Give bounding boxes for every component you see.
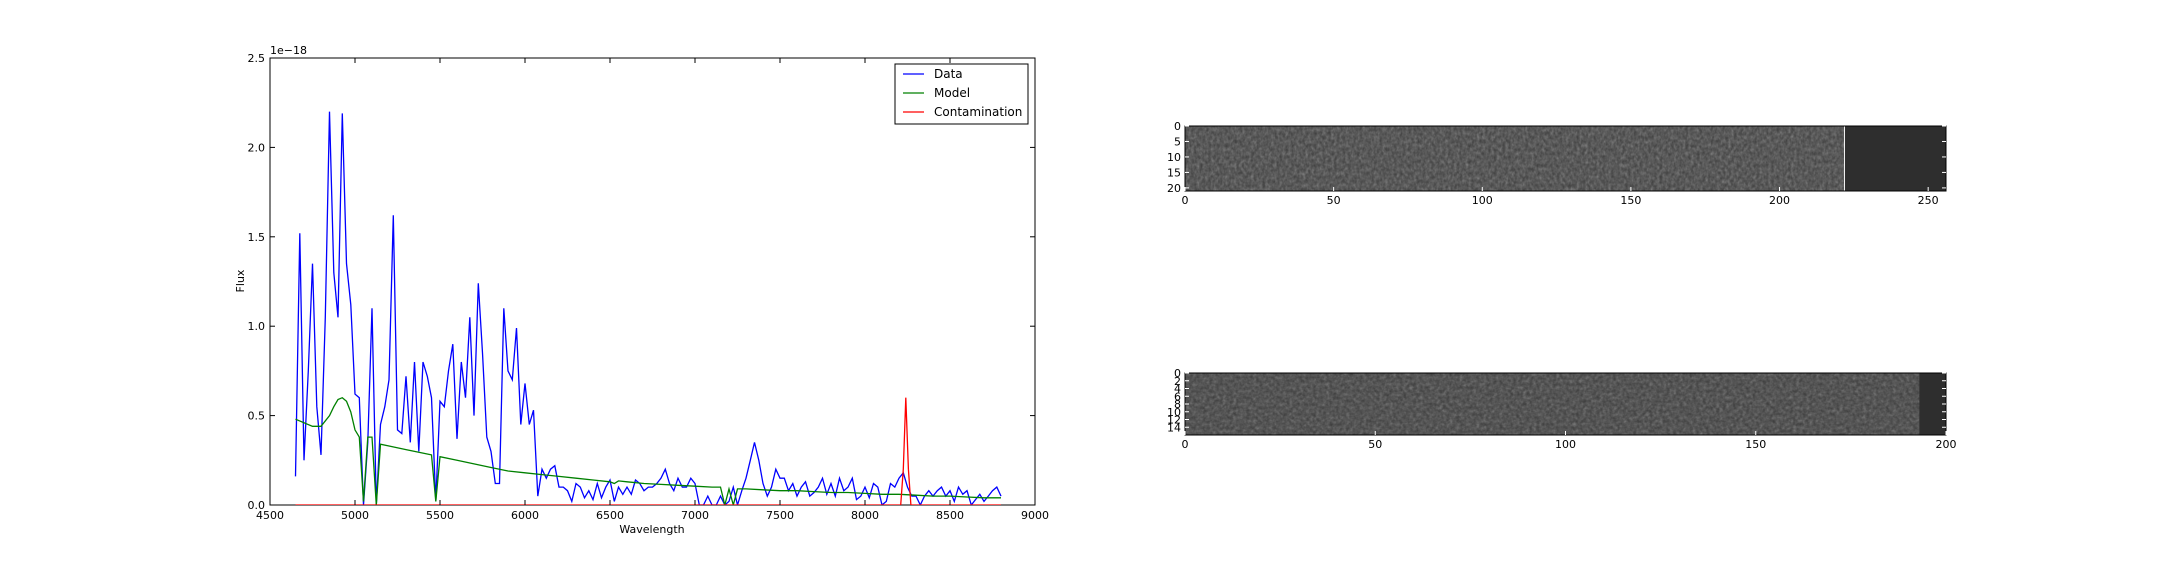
image-y-tick-label: 5 bbox=[1174, 135, 1181, 148]
image-1-masked-region bbox=[1844, 126, 1946, 191]
image-x-tick-label: 0 bbox=[1182, 194, 1189, 207]
series-line-contamination bbox=[295, 397, 1001, 505]
series-line-model bbox=[295, 396, 1001, 505]
spectrum-ticks: 4500 5000 5500 6000 6500 7000 7500 8000 8500 9000… bbox=[248, 52, 1050, 522]
spectrum-legend: Data Model Contamination bbox=[894, 63, 1029, 125]
legend-label-model: Model bbox=[934, 86, 970, 100]
image-y-tick-label: 4 bbox=[1174, 383, 1181, 396]
image-1-texture bbox=[1185, 126, 1844, 191]
image-x-tick-label: 0 bbox=[1182, 438, 1189, 451]
image-y-tick-label: 10 bbox=[1167, 151, 1181, 164]
image-y-tick-label: 20 bbox=[1167, 182, 1181, 195]
x-tick-label: 8000 bbox=[851, 509, 879, 522]
legend-label-contamination: Contamination bbox=[934, 105, 1022, 119]
spectrum-offset-label: 1e−18 bbox=[270, 44, 307, 57]
image-y-tick-label: 6 bbox=[1174, 390, 1181, 403]
image-y-tick-label: 2 bbox=[1174, 375, 1181, 388]
image-x-tick-label: 100 bbox=[1555, 438, 1576, 451]
spectrum-ylabel: Flux bbox=[234, 269, 247, 292]
image-x-tick-label: 50 bbox=[1368, 438, 1382, 451]
legend-label-data: Data bbox=[934, 67, 963, 81]
spectrum-image-1: 0 50 100 150 200 250 0 5 10 15 20 bbox=[1167, 120, 1947, 207]
x-tick-label: 5500 bbox=[426, 509, 454, 522]
series-line-data bbox=[294, 111, 1002, 505]
y-tick-label: 2.5 bbox=[248, 52, 266, 65]
x-tick-label: 8500 bbox=[936, 509, 964, 522]
spectrum-axes-frame bbox=[269, 57, 1036, 506]
image-y-tick-label: 10 bbox=[1167, 406, 1181, 419]
image-1-frame bbox=[1184, 125, 1947, 192]
x-tick-label: 9000 bbox=[1021, 509, 1049, 522]
spectrum-plot: 4500 5000 5500 6000 6500 7000 7500 8000 8500 9000… bbox=[234, 44, 1049, 536]
image-y-tick-label: 8 bbox=[1174, 398, 1181, 411]
image-1-ticks: 0 50 100 150 200 250 0 5 10 15 20 bbox=[1167, 120, 1946, 207]
image-x-tick-label: 50 bbox=[1327, 194, 1341, 207]
image-x-tick-label: 100 bbox=[1472, 194, 1493, 207]
x-tick-label: 5000 bbox=[341, 509, 369, 522]
x-tick-label: 4500 bbox=[256, 509, 284, 522]
x-tick-label: 6500 bbox=[596, 509, 624, 522]
image-x-tick-label: 250 bbox=[1918, 194, 1939, 207]
x-tick-label: 6000 bbox=[511, 509, 539, 522]
image-y-tick-label: 15 bbox=[1167, 166, 1181, 179]
image-2-masked-region bbox=[1919, 373, 1946, 435]
image-y-tick-label: 14 bbox=[1167, 421, 1181, 434]
spectrum-series-group bbox=[294, 111, 1002, 505]
image-y-tick-label: 0 bbox=[1174, 120, 1181, 133]
image-x-tick-label: 200 bbox=[1769, 194, 1790, 207]
y-tick-label: 2.0 bbox=[248, 141, 266, 154]
image-x-tick-label: 150 bbox=[1745, 438, 1766, 451]
image-x-tick-label: 150 bbox=[1620, 194, 1641, 207]
spectrum-xlabel: Wavelength bbox=[619, 523, 684, 536]
x-tick-label: 7000 bbox=[681, 509, 709, 522]
y-tick-label: 0.5 bbox=[248, 410, 266, 423]
image-x-tick-label: 200 bbox=[1936, 438, 1957, 451]
y-tick-label: 1.5 bbox=[248, 231, 266, 244]
y-tick-label: 0.0 bbox=[248, 499, 266, 512]
y-tick-label: 1.0 bbox=[248, 320, 266, 333]
image-2-texture bbox=[1185, 373, 1920, 435]
image-y-tick-label: 12 bbox=[1167, 414, 1181, 427]
x-tick-label: 7500 bbox=[766, 509, 794, 522]
image-y-tick-label: 0 bbox=[1174, 367, 1181, 380]
